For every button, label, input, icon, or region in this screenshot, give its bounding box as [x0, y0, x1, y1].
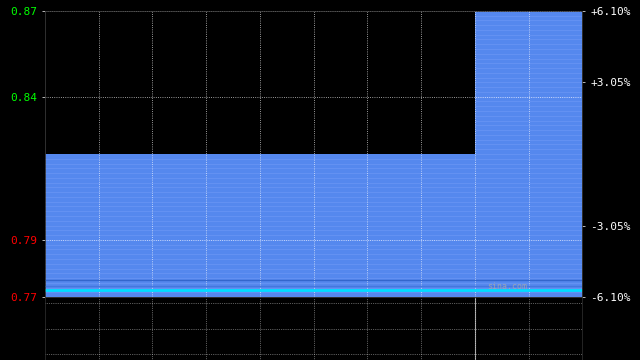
Text: sina.com: sina.com [487, 282, 527, 291]
Bar [475, 11, 582, 297]
Bar [45, 154, 475, 297]
